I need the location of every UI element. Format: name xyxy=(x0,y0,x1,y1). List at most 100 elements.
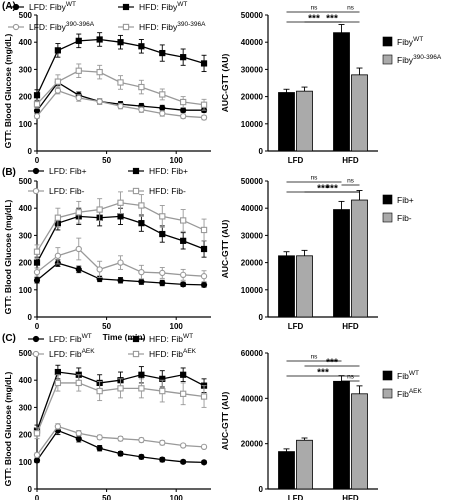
x-tick-label: 50 xyxy=(102,156,111,165)
data-point xyxy=(33,101,41,108)
legend-marker xyxy=(32,335,40,343)
bar-legend-swatch xyxy=(382,54,393,65)
data-point xyxy=(200,60,208,67)
data-point xyxy=(33,113,41,120)
y-tick-label: 300 xyxy=(19,231,33,240)
legend-marker xyxy=(12,3,20,11)
data-point xyxy=(33,248,41,255)
bar-y-tick-label: 20000 xyxy=(241,93,264,102)
bar-legend-label: FibAEK xyxy=(397,388,422,399)
bar-y-tick-label: 30000 xyxy=(241,231,264,240)
y-tick-label: 400 xyxy=(19,38,33,47)
data-point xyxy=(200,226,208,234)
legend-marker xyxy=(132,167,140,175)
data-point xyxy=(138,278,145,285)
data-point xyxy=(33,430,41,437)
bar-y-tick-label: 0 xyxy=(259,313,264,322)
x-tick-label: 100 xyxy=(170,494,184,500)
panel-label: (B) xyxy=(2,167,16,178)
data-point xyxy=(96,387,103,395)
significance-label: *** xyxy=(326,358,338,369)
legend-label: LFD: Fiby390-396A xyxy=(29,21,95,32)
bar-legend-swatch xyxy=(382,212,393,223)
data-point xyxy=(33,457,41,464)
bar-category-label: HFD xyxy=(342,494,359,500)
y-axis-label: GTT: Blood Glucose (mg/dL) xyxy=(3,371,13,486)
legend-label: HFD: Fib+ xyxy=(149,166,188,176)
x-tick-label: 0 xyxy=(35,494,40,500)
legend-marker xyxy=(132,350,140,358)
significance-label: *** xyxy=(308,14,320,25)
data-point xyxy=(33,259,41,266)
data-point xyxy=(200,114,208,121)
legend-label: LFD: Fib+ xyxy=(49,166,87,176)
bar xyxy=(333,209,350,318)
data-point xyxy=(33,268,41,276)
data-point xyxy=(138,436,145,444)
data-point xyxy=(138,202,145,209)
data-point xyxy=(75,379,82,387)
data-point xyxy=(75,209,82,216)
data-point xyxy=(180,237,187,244)
y-tick-label: 100 xyxy=(19,286,33,295)
bar-legend-swatch xyxy=(382,194,393,205)
y-tick-label: 400 xyxy=(19,204,33,213)
data-point xyxy=(180,113,187,120)
y-axis-label: GTT: Blood Glucose (mg/dL) xyxy=(3,33,13,148)
data-point xyxy=(180,54,187,61)
legend-label: HFD: FibWT xyxy=(149,333,193,344)
data-point xyxy=(117,259,124,266)
bar xyxy=(351,199,368,318)
data-point xyxy=(117,277,124,284)
panel-label: (C) xyxy=(2,333,16,344)
bar-y-tick-label: 40000 xyxy=(241,394,264,403)
bar xyxy=(296,255,313,318)
bar-y-tick-label: 10000 xyxy=(241,120,264,129)
bar xyxy=(278,255,295,318)
bar xyxy=(333,32,350,152)
x-axis-label: Time (min) xyxy=(103,332,146,342)
data-point xyxy=(200,281,208,289)
bar xyxy=(351,393,368,490)
data-point xyxy=(96,98,103,105)
bar-y-tick-label: 20000 xyxy=(241,440,264,449)
y-tick-label: 100 xyxy=(19,458,33,467)
bar-legend-label: Fib- xyxy=(397,213,412,223)
data-point xyxy=(138,43,145,50)
data-point xyxy=(75,37,82,44)
y-tick-label: 500 xyxy=(19,177,33,186)
legend-label: LFD: FibWT xyxy=(49,333,92,344)
legend-label: HFD: Fiby390-396A xyxy=(139,21,206,32)
bar xyxy=(333,380,350,490)
bar-legend-label: Fiby390-396A xyxy=(397,54,442,65)
bar-category-label: LFD xyxy=(288,494,304,500)
significance-label: ns xyxy=(347,374,355,381)
data-point xyxy=(180,390,187,397)
significance-label: *** xyxy=(326,14,338,25)
data-point xyxy=(117,79,124,86)
bar-category-label: LFD xyxy=(288,156,304,165)
legend-marker xyxy=(32,167,40,175)
data-point xyxy=(117,199,124,206)
data-point xyxy=(54,78,62,85)
bar xyxy=(296,439,313,490)
bar-y-tick-label: 20000 xyxy=(241,259,264,268)
bar-y-tick-label: 50000 xyxy=(241,177,264,186)
data-point xyxy=(159,439,166,446)
y-tick-label: 0 xyxy=(28,313,33,322)
data-point xyxy=(117,213,124,220)
data-point xyxy=(117,450,124,457)
y-tick-label: 200 xyxy=(19,431,33,440)
data-point xyxy=(200,443,208,450)
legend-marker xyxy=(32,187,40,195)
data-point xyxy=(138,220,145,227)
data-point xyxy=(180,98,187,106)
data-point xyxy=(54,423,62,430)
bar-legend-swatch xyxy=(382,36,393,47)
bar-y-tick-label: 30000 xyxy=(241,65,264,74)
data-point xyxy=(54,214,62,221)
bar-legend-swatch xyxy=(382,370,393,381)
data-point xyxy=(138,371,145,378)
data-point xyxy=(138,453,145,461)
bar xyxy=(351,74,368,152)
